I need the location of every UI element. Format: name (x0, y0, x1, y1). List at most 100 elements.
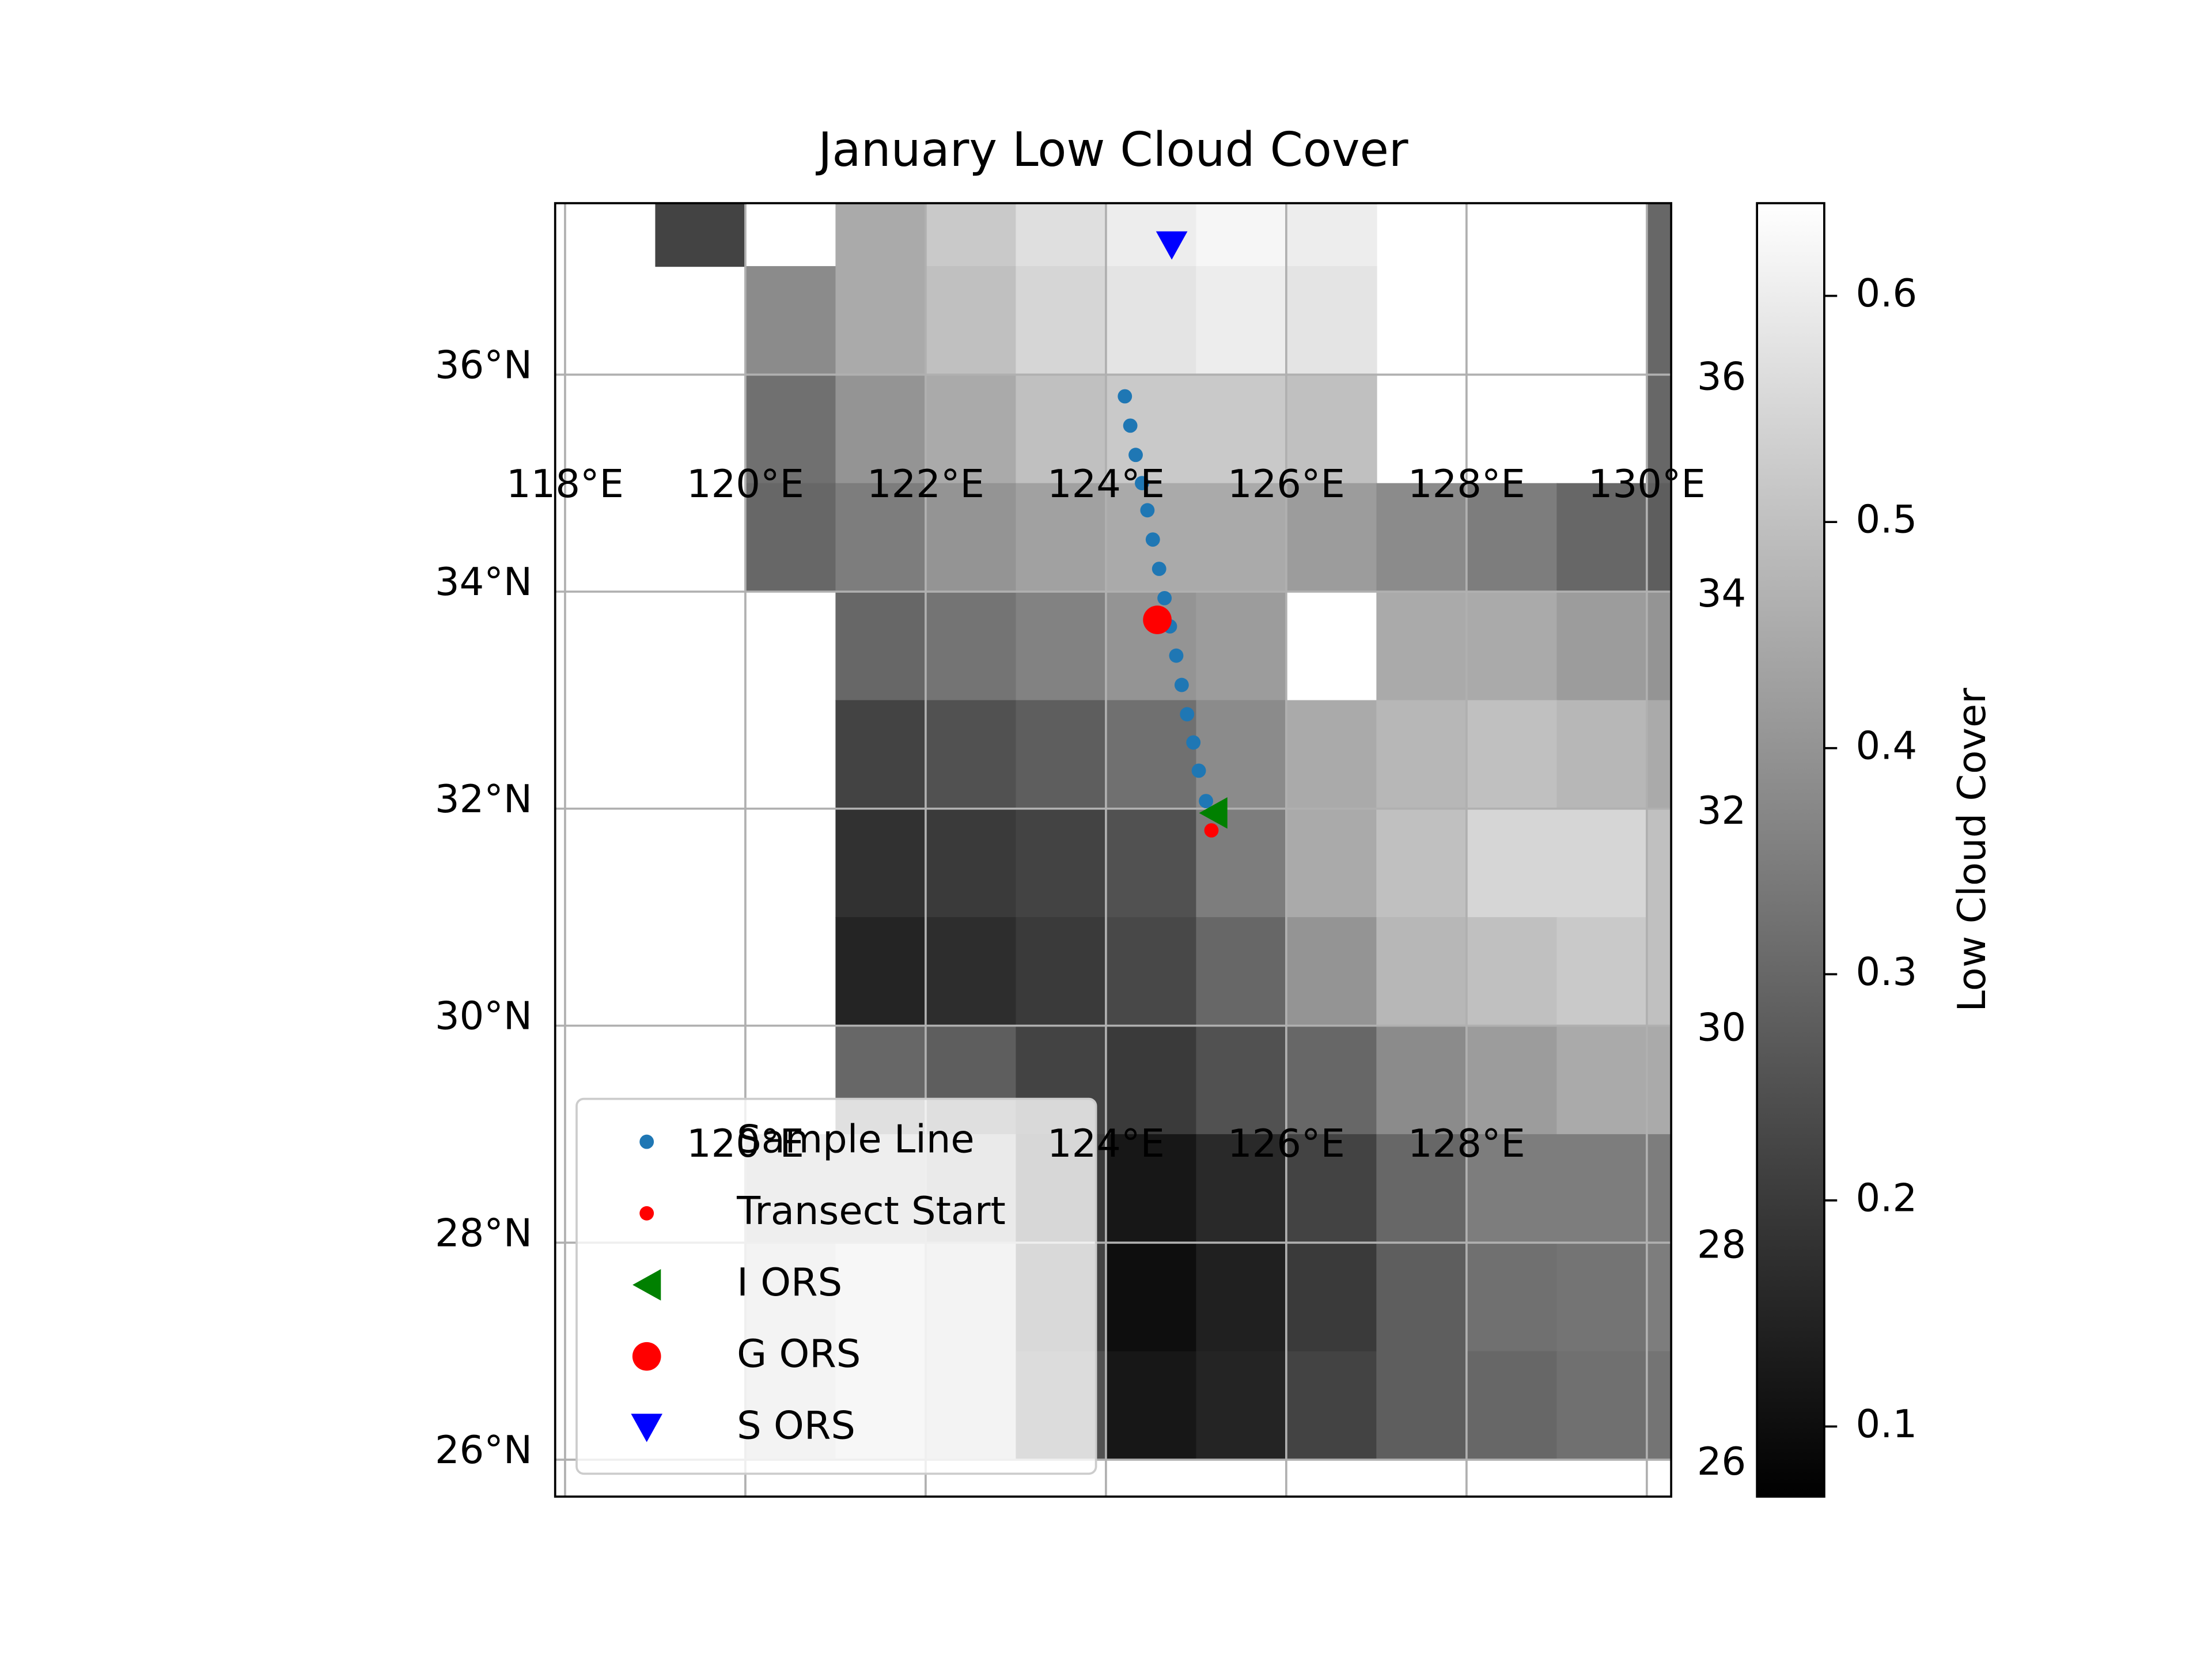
cell (925, 808, 1017, 918)
legend-marker (639, 1206, 654, 1221)
cell (1556, 483, 1648, 593)
y2-tick-label: 26 (1697, 1439, 1746, 1484)
x-tick-label: 120°E (687, 1121, 804, 1166)
x-tick-label: 130°E (1588, 461, 1706, 506)
cell (835, 483, 927, 593)
cell (1376, 592, 1468, 701)
y-tick-label: 30°N (435, 994, 532, 1039)
cell (1286, 1243, 1377, 1352)
colorbar-label: Low Cloud Cover (1949, 688, 1994, 1012)
legend-marker (632, 1342, 661, 1371)
cell (925, 203, 1017, 267)
marker (1174, 677, 1189, 692)
cell (1556, 1243, 1648, 1352)
x-tick-label: 120°E (687, 461, 804, 506)
y-tick-label: 26°N (435, 1427, 532, 1472)
cell (1646, 266, 1672, 376)
cell (835, 203, 927, 267)
cell (1196, 266, 1287, 376)
colorbar-tick-label: 0.6 (1856, 271, 1918, 316)
cell (1105, 266, 1197, 376)
cell (925, 266, 1017, 376)
cell (1376, 700, 1468, 810)
cell (1466, 1243, 1558, 1352)
legend-label: Sample Line (737, 1117, 974, 1162)
cell (1286, 1351, 1377, 1461)
cell (1376, 1243, 1468, 1352)
cell (1376, 483, 1468, 593)
cell (1466, 592, 1558, 701)
cell (1105, 1243, 1197, 1352)
cell (1646, 483, 1672, 593)
cell (1286, 1025, 1377, 1135)
cell (1016, 700, 1107, 810)
cell (1016, 483, 1107, 593)
cell (925, 374, 1017, 484)
marker (1199, 794, 1214, 809)
cell (1196, 700, 1287, 810)
marker (1169, 648, 1184, 663)
cell (1556, 1134, 1648, 1244)
cell (1466, 483, 1558, 593)
cell (835, 808, 927, 918)
cell (1196, 1025, 1287, 1135)
cell (1376, 917, 1468, 1027)
cell (1016, 917, 1107, 1027)
cell (1466, 1351, 1558, 1461)
cell (1646, 700, 1672, 810)
legend-marker (639, 1134, 654, 1149)
cell (1286, 374, 1377, 484)
marker (1156, 231, 1188, 260)
cell (1646, 1025, 1672, 1135)
x-tick-label: 122°E (867, 461, 984, 506)
cell (925, 700, 1017, 810)
y-tick-label: 36°N (435, 342, 532, 387)
colorbar-tick-label: 0.4 (1856, 723, 1918, 768)
marker (1135, 476, 1149, 491)
colorbar-tick-label: 0.2 (1856, 1175, 1918, 1220)
cell (1016, 374, 1107, 484)
marker (1157, 590, 1172, 605)
cell (745, 266, 836, 376)
cell (1376, 1025, 1468, 1135)
cell (1646, 1134, 1672, 1244)
legend-marker (632, 1269, 661, 1301)
y-tick-label: 28°N (435, 1210, 532, 1255)
colorbar (1756, 202, 1825, 1498)
y-tick-label: 32°N (435, 777, 532, 821)
cell (1646, 808, 1672, 918)
cell (1196, 483, 1287, 593)
cell (1196, 917, 1287, 1027)
cell (925, 483, 1017, 593)
marker (1128, 448, 1143, 463)
marker (1191, 763, 1206, 778)
cell (835, 700, 927, 810)
cell (1286, 808, 1377, 918)
cell (1286, 917, 1377, 1027)
cell (835, 592, 927, 701)
marker (1140, 503, 1155, 518)
cell (1466, 917, 1558, 1027)
cell (1286, 483, 1377, 593)
cell (1196, 1351, 1287, 1461)
x-tick-label: 128°E (1408, 1121, 1525, 1166)
cell (745, 483, 836, 593)
colorbar-tick-label: 0.3 (1856, 949, 1918, 994)
marker (1123, 418, 1138, 433)
cell (1376, 1351, 1468, 1461)
y2-tick-label: 32 (1697, 788, 1746, 833)
cell (1105, 808, 1197, 918)
cell (1466, 1134, 1558, 1244)
cell (1556, 1025, 1648, 1135)
y-tick-label: 34°N (435, 559, 532, 604)
legend-label: S ORS (737, 1403, 855, 1448)
cell (1105, 1351, 1197, 1461)
cell (1556, 700, 1648, 810)
cell (1286, 266, 1377, 376)
cell (1286, 203, 1377, 267)
cell (1556, 592, 1648, 701)
y2-tick-label: 30 (1697, 1005, 1746, 1050)
cell (1646, 203, 1672, 267)
cell (1196, 1243, 1287, 1352)
